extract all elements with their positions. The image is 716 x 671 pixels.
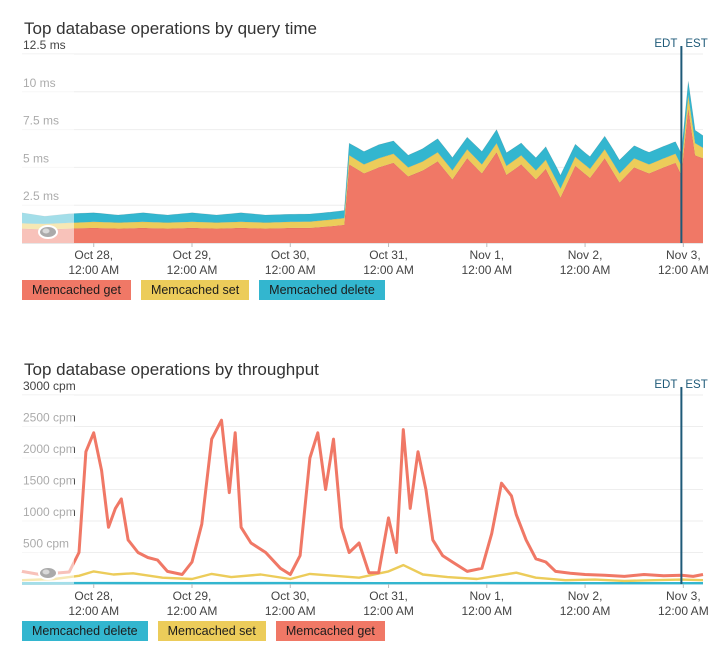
x-tick-date: Oct 30, <box>271 248 310 262</box>
x-tick-date: Nov 1, <box>469 248 504 262</box>
x-tick-time: 12:00 AM <box>560 263 611 277</box>
legend-memcached-delete-2[interactable]: Memcached delete <box>22 621 148 641</box>
x-tick-time: 12:00 AM <box>461 263 512 277</box>
area-series-get[interactable] <box>22 108 703 244</box>
legend-memcached-get[interactable]: Memcached get <box>22 280 131 300</box>
x-tick-date: Oct 31, <box>369 248 408 262</box>
timezone-label-est: EST <box>685 379 707 391</box>
line-series-set[interactable] <box>21 563 704 583</box>
area-series-delete[interactable] <box>22 81 703 224</box>
x-tick-date: Oct 30, <box>271 589 310 603</box>
y-tick-label: 12.5 ms <box>23 38 66 52</box>
x-tick-time: 12:00 AM <box>658 604 709 618</box>
left-fade <box>22 54 74 243</box>
x-tick-time: 12:00 AM <box>265 604 316 618</box>
x-tick-date: Oct 29, <box>173 248 212 262</box>
range-handle-highlight <box>42 228 50 234</box>
x-tick-date: Nov 2, <box>568 589 603 603</box>
area-edge-delete <box>21 81 704 217</box>
range-handle-highlight <box>42 569 50 575</box>
x-tick-time: 12:00 AM <box>167 263 218 277</box>
x-tick-date: Oct 28, <box>74 589 113 603</box>
legend-memcached-delete[interactable]: Memcached delete <box>259 280 385 300</box>
x-tick-time: 12:00 AM <box>68 604 119 618</box>
throughput-legend: Memcached delete Memcached set Memcached… <box>22 621 385 641</box>
x-tick-date: Nov 3, <box>666 248 701 262</box>
x-tick-date: Oct 29, <box>173 589 212 603</box>
line-series-get[interactable] <box>21 418 704 578</box>
x-tick-time: 12:00 AM <box>658 263 709 277</box>
x-tick-date: Nov 2, <box>568 248 603 262</box>
throughput-chart[interactable]: 3000 cpm2500 cpm2000 cpm1500 cpm1000 cpm… <box>0 0 716 620</box>
x-tick-time: 12:00 AM <box>363 604 414 618</box>
x-tick-time: 12:00 AM <box>560 604 611 618</box>
x-tick-date: Oct 28, <box>74 248 113 262</box>
x-tick-time: 12:00 AM <box>167 604 218 618</box>
x-tick-time: 12:00 AM <box>461 604 512 618</box>
x-tick-date: Nov 3, <box>666 589 701 603</box>
legend-memcached-get-2[interactable]: Memcached get <box>275 621 385 641</box>
timezone-label-edt: EDT <box>654 379 677 391</box>
throughput-chart-title: Top database operations by throughput <box>24 360 319 379</box>
y-tick-label: 3000 cpm <box>23 379 76 393</box>
x-tick-date: Nov 1, <box>469 589 504 603</box>
x-tick-time: 12:00 AM <box>363 263 414 277</box>
timezone-label-edt: EDT <box>654 38 677 50</box>
x-tick-time: 12:00 AM <box>68 263 119 277</box>
left-fade <box>22 395 74 584</box>
x-tick-date: Oct 31, <box>369 589 408 603</box>
query-time-chart-title: Top database operations by query time <box>24 19 317 38</box>
x-tick-time: 12:00 AM <box>265 263 316 277</box>
query-time-legend: Memcached get Memcached set Memcached de… <box>22 280 385 300</box>
legend-memcached-set[interactable]: Memcached set <box>140 280 250 300</box>
query-time-panel: Top database operations by query time 12… <box>0 0 716 320</box>
timezone-label-est: EST <box>685 38 707 50</box>
legend-memcached-set-2[interactable]: Memcached set <box>157 621 266 641</box>
